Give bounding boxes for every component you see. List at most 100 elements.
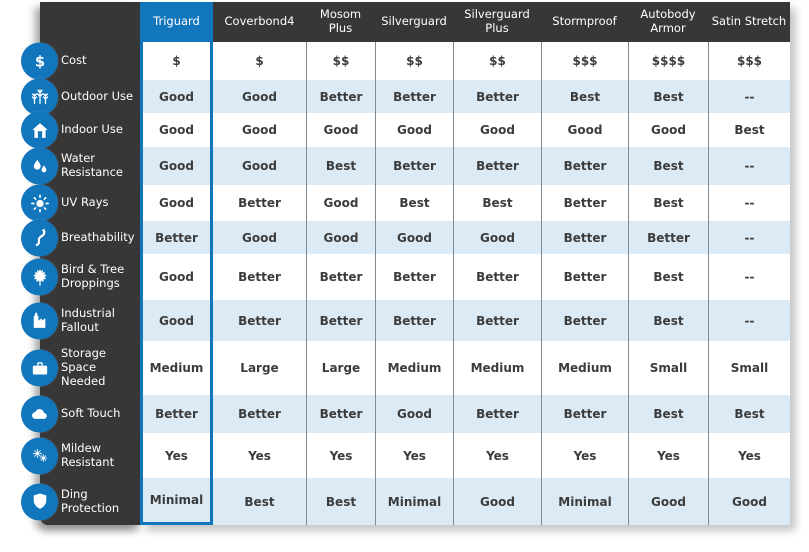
cell-breathability-autobody-armor: Better: [628, 221, 708, 254]
cell-outdoor-use-silverguard-plus: Better: [453, 80, 541, 113]
column-header-coverbond4[interactable]: Coverbond4: [213, 2, 306, 42]
cell-soft-touch-coverbond4: Better: [213, 395, 306, 433]
row-label-text: Ding Protection: [61, 486, 120, 515]
cell-outdoor-use-satin-stretch: --: [708, 80, 790, 113]
row-label-text: Water Resistance: [61, 151, 123, 179]
column-header-mosom-plus[interactable]: Mosom Plus: [306, 2, 375, 42]
cell-bird-tree-droppings-mosom-plus: Better: [306, 254, 375, 300]
cell-outdoor-use-triguard: Good: [140, 80, 213, 113]
cell-indoor-use-silverguard: Good: [375, 113, 453, 147]
cell-uv-rays-triguard: Good: [140, 185, 213, 221]
spores-icon: [21, 437, 58, 474]
cell-ding-protection-autobody-armor: Good: [628, 478, 708, 525]
cell-cost-autobody-armor: $$$$: [628, 42, 708, 80]
cell-outdoor-use-silverguard: Better: [375, 80, 453, 113]
row-header-water-resistance: Water Resistance: [21, 147, 140, 185]
cell-industrial-fallout-coverbond4: Better: [213, 300, 306, 341]
cell-cost-triguard: $: [140, 42, 213, 80]
cell-industrial-fallout-stormproof: Better: [541, 300, 628, 341]
cell-storage-space-needed-satin-stretch: Small: [708, 341, 790, 395]
cell-outdoor-use-autobody-armor: Best: [628, 80, 708, 113]
column-header-stormproof[interactable]: Stormproof: [541, 2, 628, 42]
cloud-icon: [21, 395, 58, 433]
cell-water-resistance-silverguard: Better: [375, 147, 453, 185]
svg-text:$: $: [34, 53, 44, 70]
cell-indoor-use-stormproof: Good: [541, 113, 628, 147]
cell-industrial-fallout-silverguard: Better: [375, 300, 453, 341]
cell-uv-rays-autobody-armor: Best: [628, 185, 708, 221]
cell-storage-space-needed-stormproof: Medium: [541, 341, 628, 395]
cell-soft-touch-satin-stretch: Best: [708, 395, 790, 433]
cell-soft-touch-stormproof: Better: [541, 395, 628, 433]
cell-breathability-stormproof: Better: [541, 221, 628, 254]
cell-bird-tree-droppings-silverguard-plus: Better: [453, 254, 541, 300]
row-header-storage-space-needed: Storage Space Needed: [21, 341, 140, 395]
cell-bird-tree-droppings-autobody-armor: Best: [628, 254, 708, 300]
column-header-silverguard-plus[interactable]: Silverguard Plus: [453, 2, 541, 42]
row-label-text: Indoor Use: [61, 122, 123, 137]
water-drops-icon: [21, 147, 58, 185]
cell-water-resistance-silverguard-plus: Better: [453, 147, 541, 185]
cell-industrial-fallout-silverguard-plus: Better: [453, 300, 541, 341]
cell-industrial-fallout-satin-stretch: --: [708, 300, 790, 341]
cell-indoor-use-coverbond4: Good: [213, 113, 306, 147]
row-label-text: UV Rays: [61, 195, 109, 210]
cell-mildew-resistant-silverguard: Yes: [375, 433, 453, 478]
cell-breathability-mosom-plus: Good: [306, 221, 375, 254]
cell-mildew-resistant-autobody-armor: Yes: [628, 433, 708, 478]
cell-bird-tree-droppings-stormproof: Better: [541, 254, 628, 300]
cell-cost-mosom-plus: $$: [306, 42, 375, 80]
cell-uv-rays-mosom-plus: Good: [306, 185, 375, 221]
column-header-triguard[interactable]: Triguard: [140, 2, 213, 42]
cell-breathability-coverbond4: Good: [213, 221, 306, 254]
table-corner: [40, 2, 140, 42]
cell-soft-touch-triguard: Better: [140, 395, 213, 433]
row-header-industrial-fallout: Industrial Fallout: [21, 300, 140, 341]
cell-outdoor-use-stormproof: Best: [541, 80, 628, 113]
cell-water-resistance-autobody-armor: Best: [628, 147, 708, 185]
cell-outdoor-use-coverbond4: Good: [213, 80, 306, 113]
cell-indoor-use-autobody-armor: Good: [628, 113, 708, 147]
cell-cost-stormproof: $$$: [541, 42, 628, 80]
cell-mildew-resistant-satin-stretch: Yes: [708, 433, 790, 478]
column-header-satin-stretch[interactable]: Satin Stretch: [708, 2, 790, 42]
cell-ding-protection-mosom-plus: Best: [306, 478, 375, 525]
cell-industrial-fallout-autobody-armor: Best: [628, 300, 708, 341]
row-label-text: Bird & Tree Droppings: [61, 262, 125, 290]
cell-cost-silverguard-plus: $$: [453, 42, 541, 80]
column-header-silverguard[interactable]: Silverguard: [375, 2, 453, 42]
cell-indoor-use-satin-stretch: Best: [708, 113, 790, 147]
cell-mildew-resistant-stormproof: Yes: [541, 433, 628, 478]
cell-industrial-fallout-triguard: Good: [140, 300, 213, 341]
cell-mildew-resistant-coverbond4: Yes: [213, 433, 306, 478]
maple-leaf-icon: [21, 258, 58, 296]
cell-bird-tree-droppings-triguard: Good: [140, 254, 213, 300]
comparison-grid: Triguard Coverbond4 Mosom Plus Silverguard S…: [21, 2, 790, 525]
cell-indoor-use-mosom-plus: Good: [306, 113, 375, 147]
row-label-text: Soft Touch: [61, 406, 121, 421]
sun-icon: [21, 184, 58, 222]
cell-water-resistance-satin-stretch: --: [708, 147, 790, 185]
column-header-autobody-armor[interactable]: Autobody Armor: [628, 2, 708, 42]
cell-indoor-use-silverguard-plus: Good: [453, 113, 541, 147]
trees-icon: [21, 78, 58, 115]
cell-water-resistance-triguard: Good: [140, 147, 213, 185]
cell-outdoor-use-mosom-plus: Better: [306, 80, 375, 113]
suitcase-icon: [21, 349, 58, 387]
cell-cost-satin-stretch: $$$: [708, 42, 790, 80]
cell-uv-rays-coverbond4: Better: [213, 185, 306, 221]
cell-storage-space-needed-autobody-armor: Small: [628, 341, 708, 395]
cell-cost-coverbond4: $: [213, 42, 306, 80]
cell-storage-space-needed-silverguard-plus: Medium: [453, 341, 541, 395]
row-header-breathability: Breathability: [21, 219, 140, 256]
row-label-text: Cost: [61, 53, 87, 68]
cell-bird-tree-droppings-satin-stretch: --: [708, 254, 790, 300]
cell-bird-tree-droppings-coverbond4: Better: [213, 254, 306, 300]
row-header-indoor-use: Indoor Use: [21, 111, 140, 149]
cell-ding-protection-silverguard-plus: Good: [453, 478, 541, 525]
cell-ding-protection-coverbond4: Best: [213, 478, 306, 525]
cell-uv-rays-silverguard-plus: Best: [453, 185, 541, 221]
row-header-bird-tree-droppings: Bird & Tree Droppings: [21, 254, 140, 300]
cell-mildew-resistant-silverguard-plus: Yes: [453, 433, 541, 478]
cell-uv-rays-silverguard: Best: [375, 185, 453, 221]
